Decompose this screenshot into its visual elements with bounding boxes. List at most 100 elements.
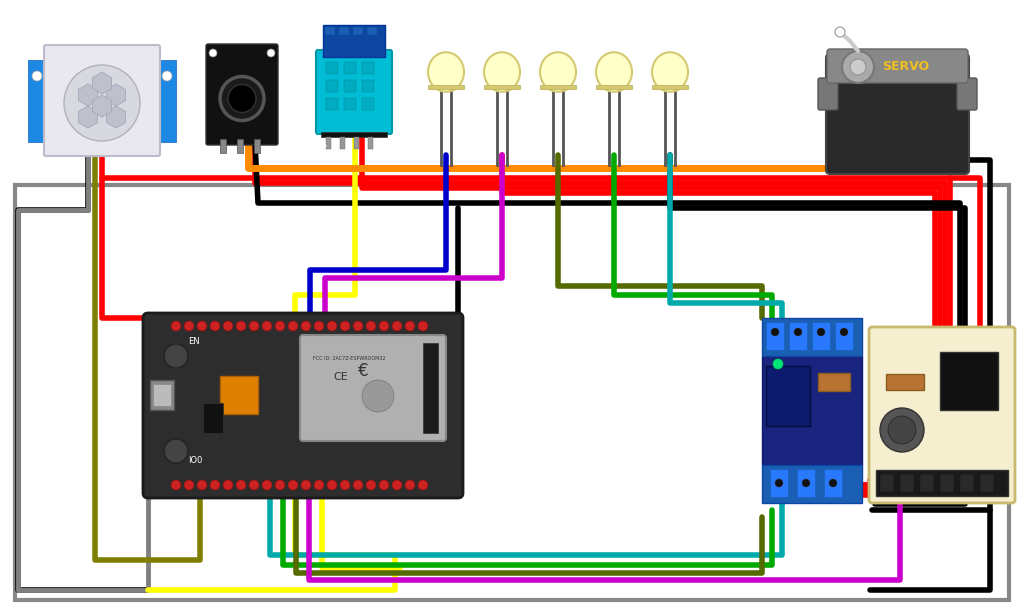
Circle shape [314, 480, 324, 490]
Circle shape [184, 321, 194, 331]
Circle shape [794, 328, 802, 336]
Circle shape [353, 480, 362, 490]
Circle shape [327, 480, 337, 490]
Bar [326, 80, 338, 92]
Bar [886, 374, 924, 390]
Text: EN: EN [188, 337, 200, 346]
FancyBboxPatch shape [316, 50, 392, 134]
Text: S: S [211, 150, 217, 160]
Circle shape [888, 416, 916, 444]
Circle shape [223, 321, 233, 331]
Circle shape [164, 344, 188, 368]
Bar [354, 137, 359, 149]
Circle shape [773, 359, 783, 369]
Bar [762, 356, 862, 465]
Circle shape [288, 480, 298, 490]
FancyBboxPatch shape [826, 54, 969, 174]
Bar [362, 62, 374, 74]
Circle shape [379, 321, 389, 331]
Bar [367, 27, 377, 35]
FancyBboxPatch shape [818, 78, 838, 110]
Bar [980, 474, 994, 492]
Circle shape [817, 328, 825, 336]
Circle shape [210, 480, 220, 490]
Bar [818, 373, 850, 391]
Circle shape [236, 480, 246, 490]
Bar [484, 85, 520, 88]
FancyBboxPatch shape [44, 45, 160, 156]
Circle shape [184, 480, 194, 490]
Bar [321, 132, 387, 137]
Circle shape [406, 480, 415, 490]
Circle shape [197, 480, 207, 490]
Bar [596, 85, 632, 88]
Circle shape [340, 321, 350, 331]
Polygon shape [92, 95, 112, 117]
Bar [770, 469, 788, 497]
Circle shape [63, 65, 140, 141]
Circle shape [840, 328, 848, 336]
Circle shape [392, 480, 402, 490]
FancyBboxPatch shape [143, 313, 463, 498]
Bar [824, 469, 842, 497]
Circle shape [288, 321, 298, 331]
Circle shape [880, 408, 924, 452]
Bar [220, 139, 226, 153]
Circle shape [392, 321, 402, 331]
Circle shape [262, 321, 272, 331]
Bar [797, 469, 815, 497]
Circle shape [366, 321, 376, 331]
Bar [540, 85, 575, 88]
Text: FCC ID: 2AC7Z-ESPWROOM32: FCC ID: 2AC7Z-ESPWROOM32 [313, 356, 386, 361]
Circle shape [366, 480, 376, 490]
FancyBboxPatch shape [827, 49, 968, 83]
Bar [835, 322, 853, 350]
Text: S: S [319, 141, 326, 150]
Circle shape [267, 49, 275, 57]
Bar [339, 27, 349, 35]
Bar [766, 322, 784, 350]
Bar [220, 376, 258, 414]
Bar [28, 60, 46, 142]
Bar [325, 27, 335, 35]
Bar [940, 352, 998, 410]
Polygon shape [79, 106, 97, 128]
Circle shape [301, 321, 311, 331]
Bar [326, 62, 338, 74]
Circle shape [236, 321, 246, 331]
Bar [790, 322, 807, 350]
Circle shape [210, 321, 220, 331]
Circle shape [220, 77, 264, 120]
Circle shape [771, 328, 779, 336]
Bar [340, 137, 345, 149]
Circle shape [327, 321, 337, 331]
Bar [961, 474, 974, 492]
Bar [876, 470, 1008, 496]
Bar [920, 474, 934, 492]
Bar [353, 27, 362, 35]
Circle shape [418, 480, 428, 490]
Bar [150, 380, 174, 410]
Bar [323, 25, 385, 57]
Bar [762, 465, 862, 503]
Bar [766, 366, 810, 426]
Circle shape [223, 480, 233, 490]
Bar [158, 60, 176, 142]
Bar [812, 322, 830, 350]
Ellipse shape [596, 52, 632, 92]
Circle shape [842, 51, 874, 83]
Circle shape [249, 321, 259, 331]
Bar [15, 185, 1009, 600]
Circle shape [249, 480, 259, 490]
Bar [880, 474, 894, 492]
Ellipse shape [540, 52, 575, 92]
Bar [344, 98, 356, 110]
Circle shape [314, 321, 324, 331]
Circle shape [164, 439, 188, 463]
Circle shape [829, 479, 837, 487]
Bar [237, 139, 243, 153]
Bar [900, 474, 914, 492]
Bar [652, 85, 688, 88]
Ellipse shape [428, 52, 464, 92]
Circle shape [301, 480, 311, 490]
